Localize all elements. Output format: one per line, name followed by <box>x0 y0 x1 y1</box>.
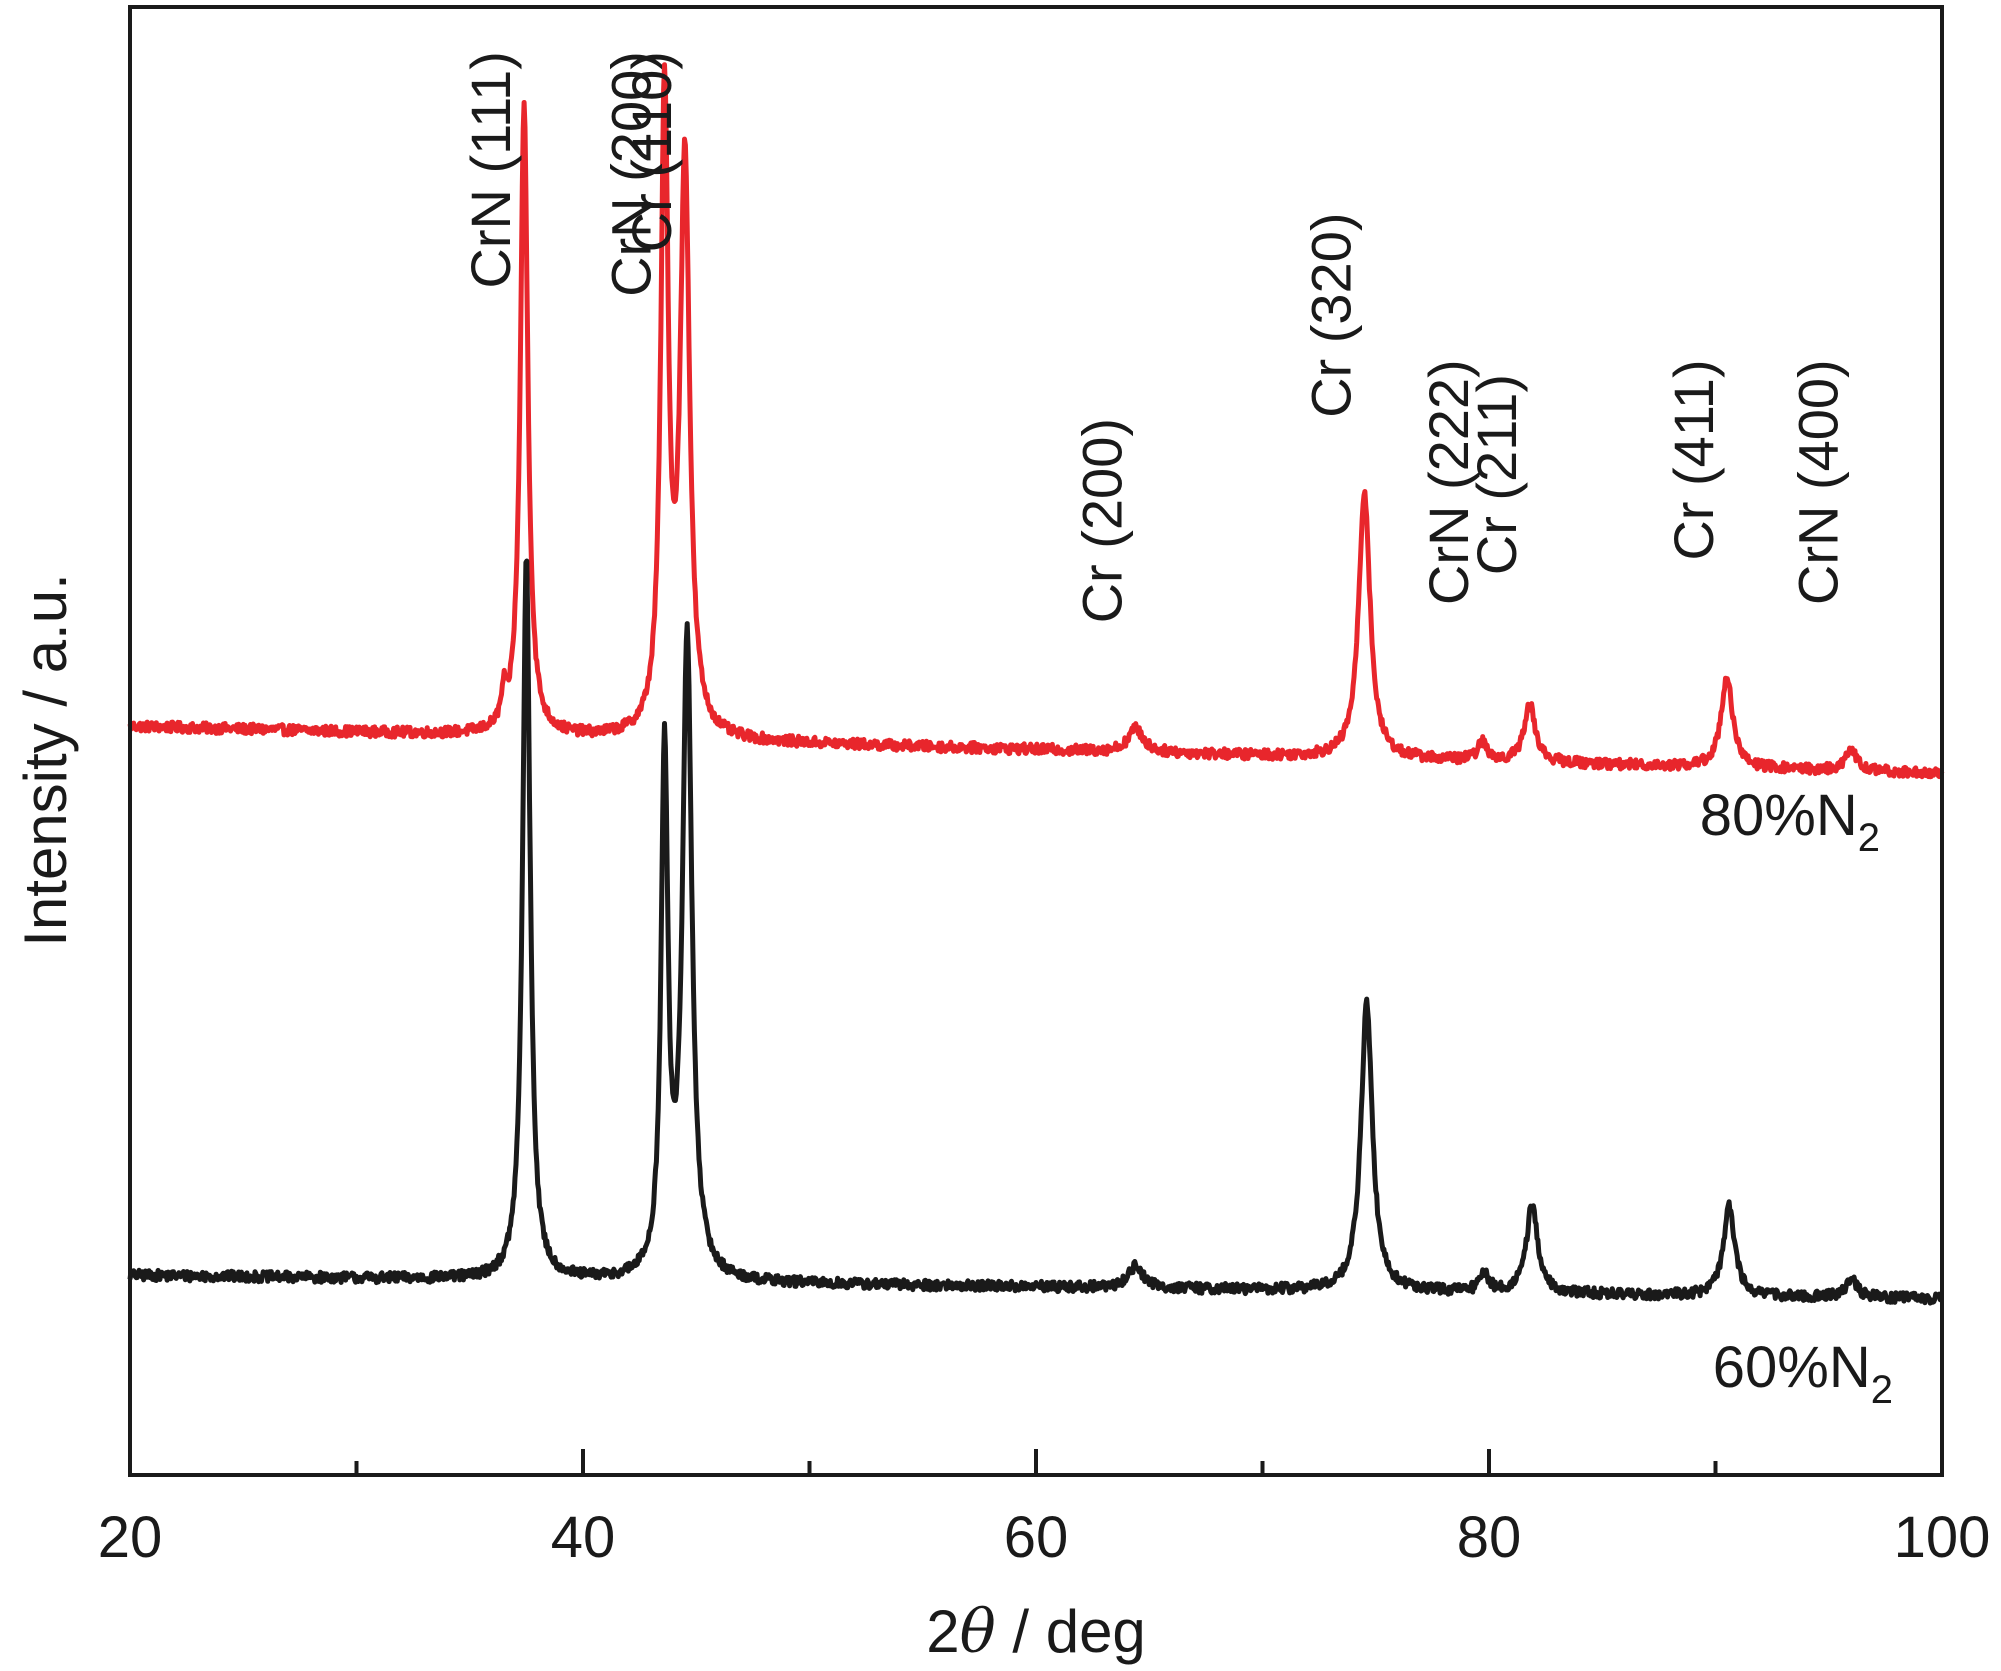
series-label-60n2-sub: 2 <box>1871 1368 1893 1412</box>
peak-label: Cr (200) <box>1071 418 1134 623</box>
y-axis-title: Intensity / a.u. <box>12 573 79 947</box>
series-label-60n2-main: 60%N <box>1713 1335 1871 1400</box>
x-tick-label: 40 <box>551 1505 616 1570</box>
peak-label: Cr (411) <box>1662 359 1725 560</box>
peak-label: Cr (211) <box>1465 374 1528 575</box>
series-layer <box>127 62 1945 1306</box>
x-axis-title-suffix: / deg <box>996 1598 1146 1665</box>
x-tick-label: 100 <box>1894 1505 1991 1570</box>
series-line-0 <box>127 62 1945 780</box>
x-tick-label: 80 <box>1457 1505 1522 1570</box>
series-label-80n2-sub: 2 <box>1858 816 1880 860</box>
ticks-layer: 20 40 60 80 100 <box>98 1449 1991 1570</box>
peak-label: CrN (200) <box>600 51 663 297</box>
series-label-80n2-main: 80%N <box>1700 783 1858 848</box>
peak-labels-layer: CrN (111) CrN (200)Cr (110) Cr (200) Cr (32… <box>459 51 1849 623</box>
peak-label: Cr (320) <box>1299 213 1362 418</box>
x-axis-title-symbol: θ <box>960 1597 996 1667</box>
plot-frame <box>128 5 1944 1477</box>
series-label-60n2: 60%N2 <box>1713 1335 1893 1412</box>
peak-label: CrN (400) <box>1786 359 1849 605</box>
x-axis-title-prefix: 2 <box>926 1598 959 1665</box>
x-tick-label: 20 <box>98 1505 163 1570</box>
x-axis-title: 2θ / deg <box>926 1597 1146 1667</box>
peak-label: CrN (222) <box>1417 359 1480 605</box>
series-label-80n2: 80%N2 <box>1700 783 1880 860</box>
peak-label: Cr (110) <box>620 51 683 252</box>
peak-label: CrN (111) <box>459 51 522 289</box>
series-line-1 <box>127 558 1944 1306</box>
x-tick-label: 60 <box>1004 1505 1069 1570</box>
